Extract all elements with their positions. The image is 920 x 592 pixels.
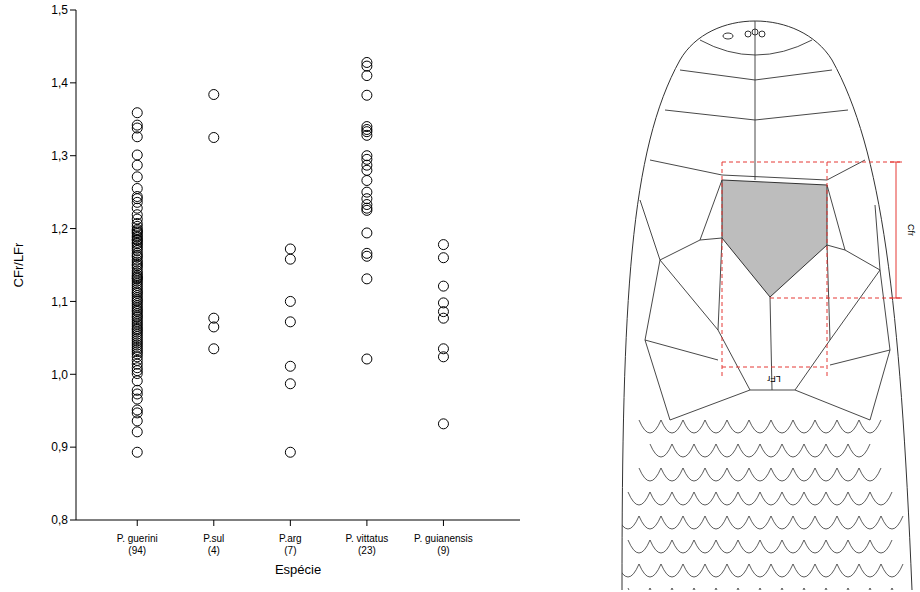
svg-text:1,1: 1,1 [51,295,68,309]
svg-text:P.sul(4): P.sul(4) [203,533,224,556]
svg-text:P. guianensis(9): P. guianensis(9) [414,533,473,556]
svg-text:1,2: 1,2 [51,222,68,236]
svg-text:P. vittatus(23): P. vittatus(23) [346,533,389,556]
svg-text:0,8: 0,8 [51,513,68,527]
svg-text:1,0: 1,0 [51,368,68,382]
svg-text:1,4: 1,4 [51,76,68,90]
svg-text:P. guerini(94): P. guerini(94) [117,533,158,556]
svg-text:Espécie: Espécie [275,562,321,577]
svg-text:LFr: LFr [767,374,781,384]
svg-text:1,5: 1,5 [51,3,68,17]
svg-text:0,9: 0,9 [51,440,68,454]
svg-text:P.arg(7): P.arg(7) [279,533,302,556]
svg-text:1,3: 1,3 [51,149,68,163]
svg-text:Cfr: Cfr [906,224,916,236]
svg-text:CFr/LFr: CFr/LFr [11,242,26,287]
